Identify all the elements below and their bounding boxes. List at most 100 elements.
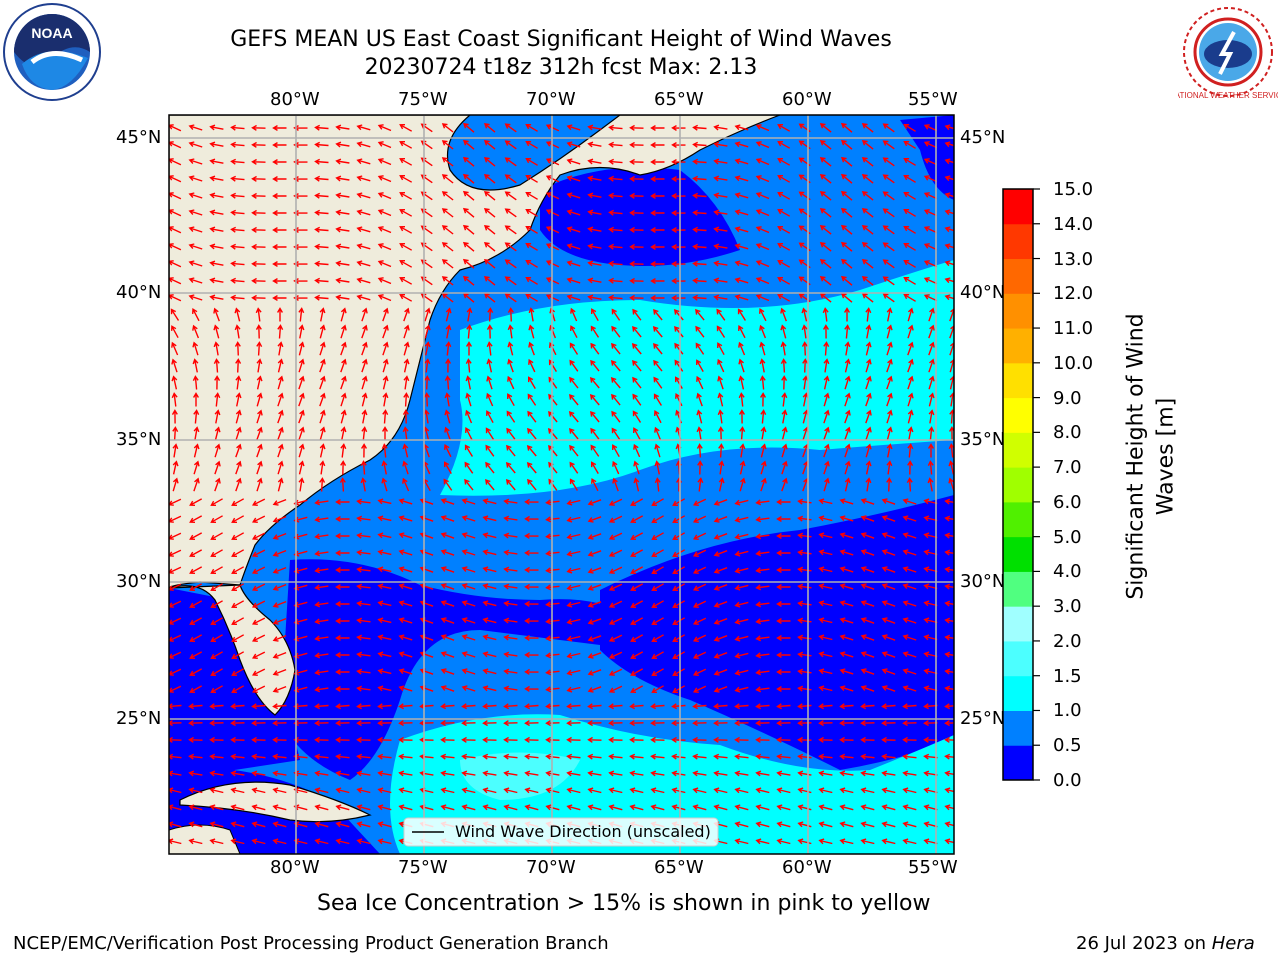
wave-direction-arrow bbox=[189, 549, 203, 557]
wave-direction-arrow bbox=[823, 392, 830, 407]
wave-direction-arrow bbox=[777, 260, 791, 268]
wave-direction-arrow bbox=[193, 409, 200, 424]
wave-direction-arrow bbox=[654, 443, 661, 458]
wave-direction-arrow bbox=[672, 668, 686, 676]
wave-direction-arrow bbox=[861, 293, 874, 303]
wave-direction-arrow bbox=[188, 736, 203, 743]
wave-direction-arrow bbox=[235, 392, 242, 407]
wave-direction-arrow bbox=[335, 651, 350, 659]
wave-direction-arrow bbox=[903, 294, 916, 302]
wave-direction-arrow bbox=[928, 392, 935, 407]
wave-direction-arrow bbox=[566, 550, 581, 557]
wave-direction-arrow bbox=[928, 341, 935, 356]
wave-direction-arrow bbox=[822, 324, 829, 339]
wave-direction-arrow bbox=[356, 753, 371, 760]
wave-direction-arrow bbox=[319, 324, 326, 339]
wave-direction-arrow bbox=[193, 477, 200, 492]
wave-direction-arrow bbox=[403, 324, 410, 339]
wave-direction-arrow bbox=[230, 787, 245, 794]
wave-direction-arrow bbox=[713, 652, 728, 659]
wave-direction-arrow bbox=[461, 703, 476, 710]
wave-direction-arrow bbox=[818, 685, 833, 692]
wave-direction-arrow bbox=[209, 277, 224, 284]
wave-direction-arrow bbox=[713, 124, 728, 131]
wave-direction-arrow bbox=[755, 669, 770, 676]
wave-direction-arrow bbox=[797, 770, 812, 777]
wave-direction-arrow bbox=[569, 359, 579, 372]
wave-direction-arrow bbox=[356, 821, 371, 828]
wave-direction-arrow bbox=[568, 410, 579, 423]
wave-direction-arrow bbox=[189, 651, 203, 659]
wave-direction-arrow bbox=[335, 634, 350, 642]
wave-direction-arrow bbox=[696, 392, 703, 407]
wave-direction-arrow bbox=[860, 753, 875, 760]
wave-direction-arrow bbox=[630, 532, 644, 540]
wave-direction-arrow bbox=[192, 307, 200, 322]
wave-direction-arrow bbox=[319, 426, 326, 441]
wave-direction-arrow bbox=[713, 635, 728, 642]
wave-direction-arrow bbox=[566, 618, 581, 625]
wave-direction-arrow bbox=[569, 393, 579, 406]
wave-direction-arrow bbox=[797, 600, 812, 607]
wave-direction-arrow bbox=[717, 358, 725, 373]
wave-direction-arrow bbox=[860, 515, 875, 522]
wave-direction-arrow bbox=[524, 736, 539, 743]
wave-direction-arrow bbox=[629, 770, 644, 777]
wave-direction-arrow bbox=[923, 209, 938, 217]
wave-direction-arrow bbox=[672, 617, 686, 625]
wave-direction-arrow bbox=[865, 392, 872, 407]
wave-direction-arrow bbox=[632, 393, 642, 406]
wave-direction-arrow bbox=[881, 634, 896, 641]
wave-direction-arrow bbox=[755, 703, 770, 710]
wave-direction-arrow bbox=[503, 617, 518, 624]
wave-direction-arrow bbox=[672, 515, 686, 523]
wave-direction-arrow bbox=[651, 600, 664, 608]
wave-direction-arrow bbox=[482, 685, 497, 692]
wave-direction-arrow bbox=[399, 158, 413, 166]
wave-direction-arrow bbox=[256, 477, 263, 492]
wave-direction-arrow bbox=[902, 668, 917, 675]
wave-direction-arrow bbox=[192, 324, 200, 339]
wave-direction-arrow bbox=[272, 192, 287, 200]
wave-direction-arrow bbox=[776, 736, 791, 743]
wave-direction-arrow bbox=[231, 515, 245, 523]
wave-direction-arrow bbox=[881, 532, 896, 539]
wave-direction-arrow bbox=[356, 651, 371, 658]
wave-direction-arrow bbox=[760, 443, 767, 458]
wave-direction-arrow bbox=[335, 703, 350, 710]
wave-direction-arrow bbox=[170, 308, 180, 321]
wave-direction-arrow bbox=[797, 583, 812, 590]
wave-direction-arrow bbox=[230, 753, 245, 760]
wave-direction-arrow bbox=[398, 736, 413, 743]
footer-branch: NCEP/EMC/Verification Post Processing Pr… bbox=[13, 933, 609, 954]
wave-direction-arrow bbox=[402, 460, 409, 475]
wave-direction-arrow bbox=[441, 157, 454, 167]
wave-direction-arrow bbox=[928, 307, 935, 322]
wave-direction-arrow bbox=[801, 307, 808, 322]
wave-direction-arrow bbox=[902, 600, 917, 607]
wave-direction-arrow bbox=[377, 838, 392, 845]
wave-direction-arrow bbox=[944, 753, 954, 760]
wave-direction-arrow bbox=[591, 308, 599, 322]
wave-direction-arrow bbox=[881, 685, 896, 692]
wave-direction-arrow bbox=[461, 515, 476, 522]
wave-direction-arrow bbox=[671, 192, 686, 199]
lat-label-left-2: 35°N bbox=[116, 429, 162, 450]
wave-direction-arrow bbox=[526, 461, 537, 474]
wave-direction-arrow bbox=[651, 668, 664, 676]
wave-direction-arrow bbox=[356, 260, 371, 267]
wave-direction-arrow bbox=[840, 241, 853, 252]
wave-direction-arrow bbox=[776, 600, 791, 608]
wave-direction-arrow bbox=[335, 277, 350, 284]
wave-direction-arrow bbox=[440, 566, 455, 573]
wave-direction-arrow bbox=[340, 324, 347, 339]
wave-direction-arrow bbox=[524, 668, 539, 675]
wave-direction-arrow bbox=[734, 516, 749, 523]
wave-direction-arrow bbox=[462, 122, 475, 133]
wave-direction-arrow bbox=[172, 443, 179, 458]
wave-direction-arrow bbox=[734, 124, 749, 131]
wave-direction-arrow bbox=[654, 426, 662, 441]
wave-direction-arrow bbox=[713, 226, 728, 233]
wave-direction-arrow bbox=[630, 600, 644, 608]
wave-direction-arrow bbox=[314, 192, 329, 199]
